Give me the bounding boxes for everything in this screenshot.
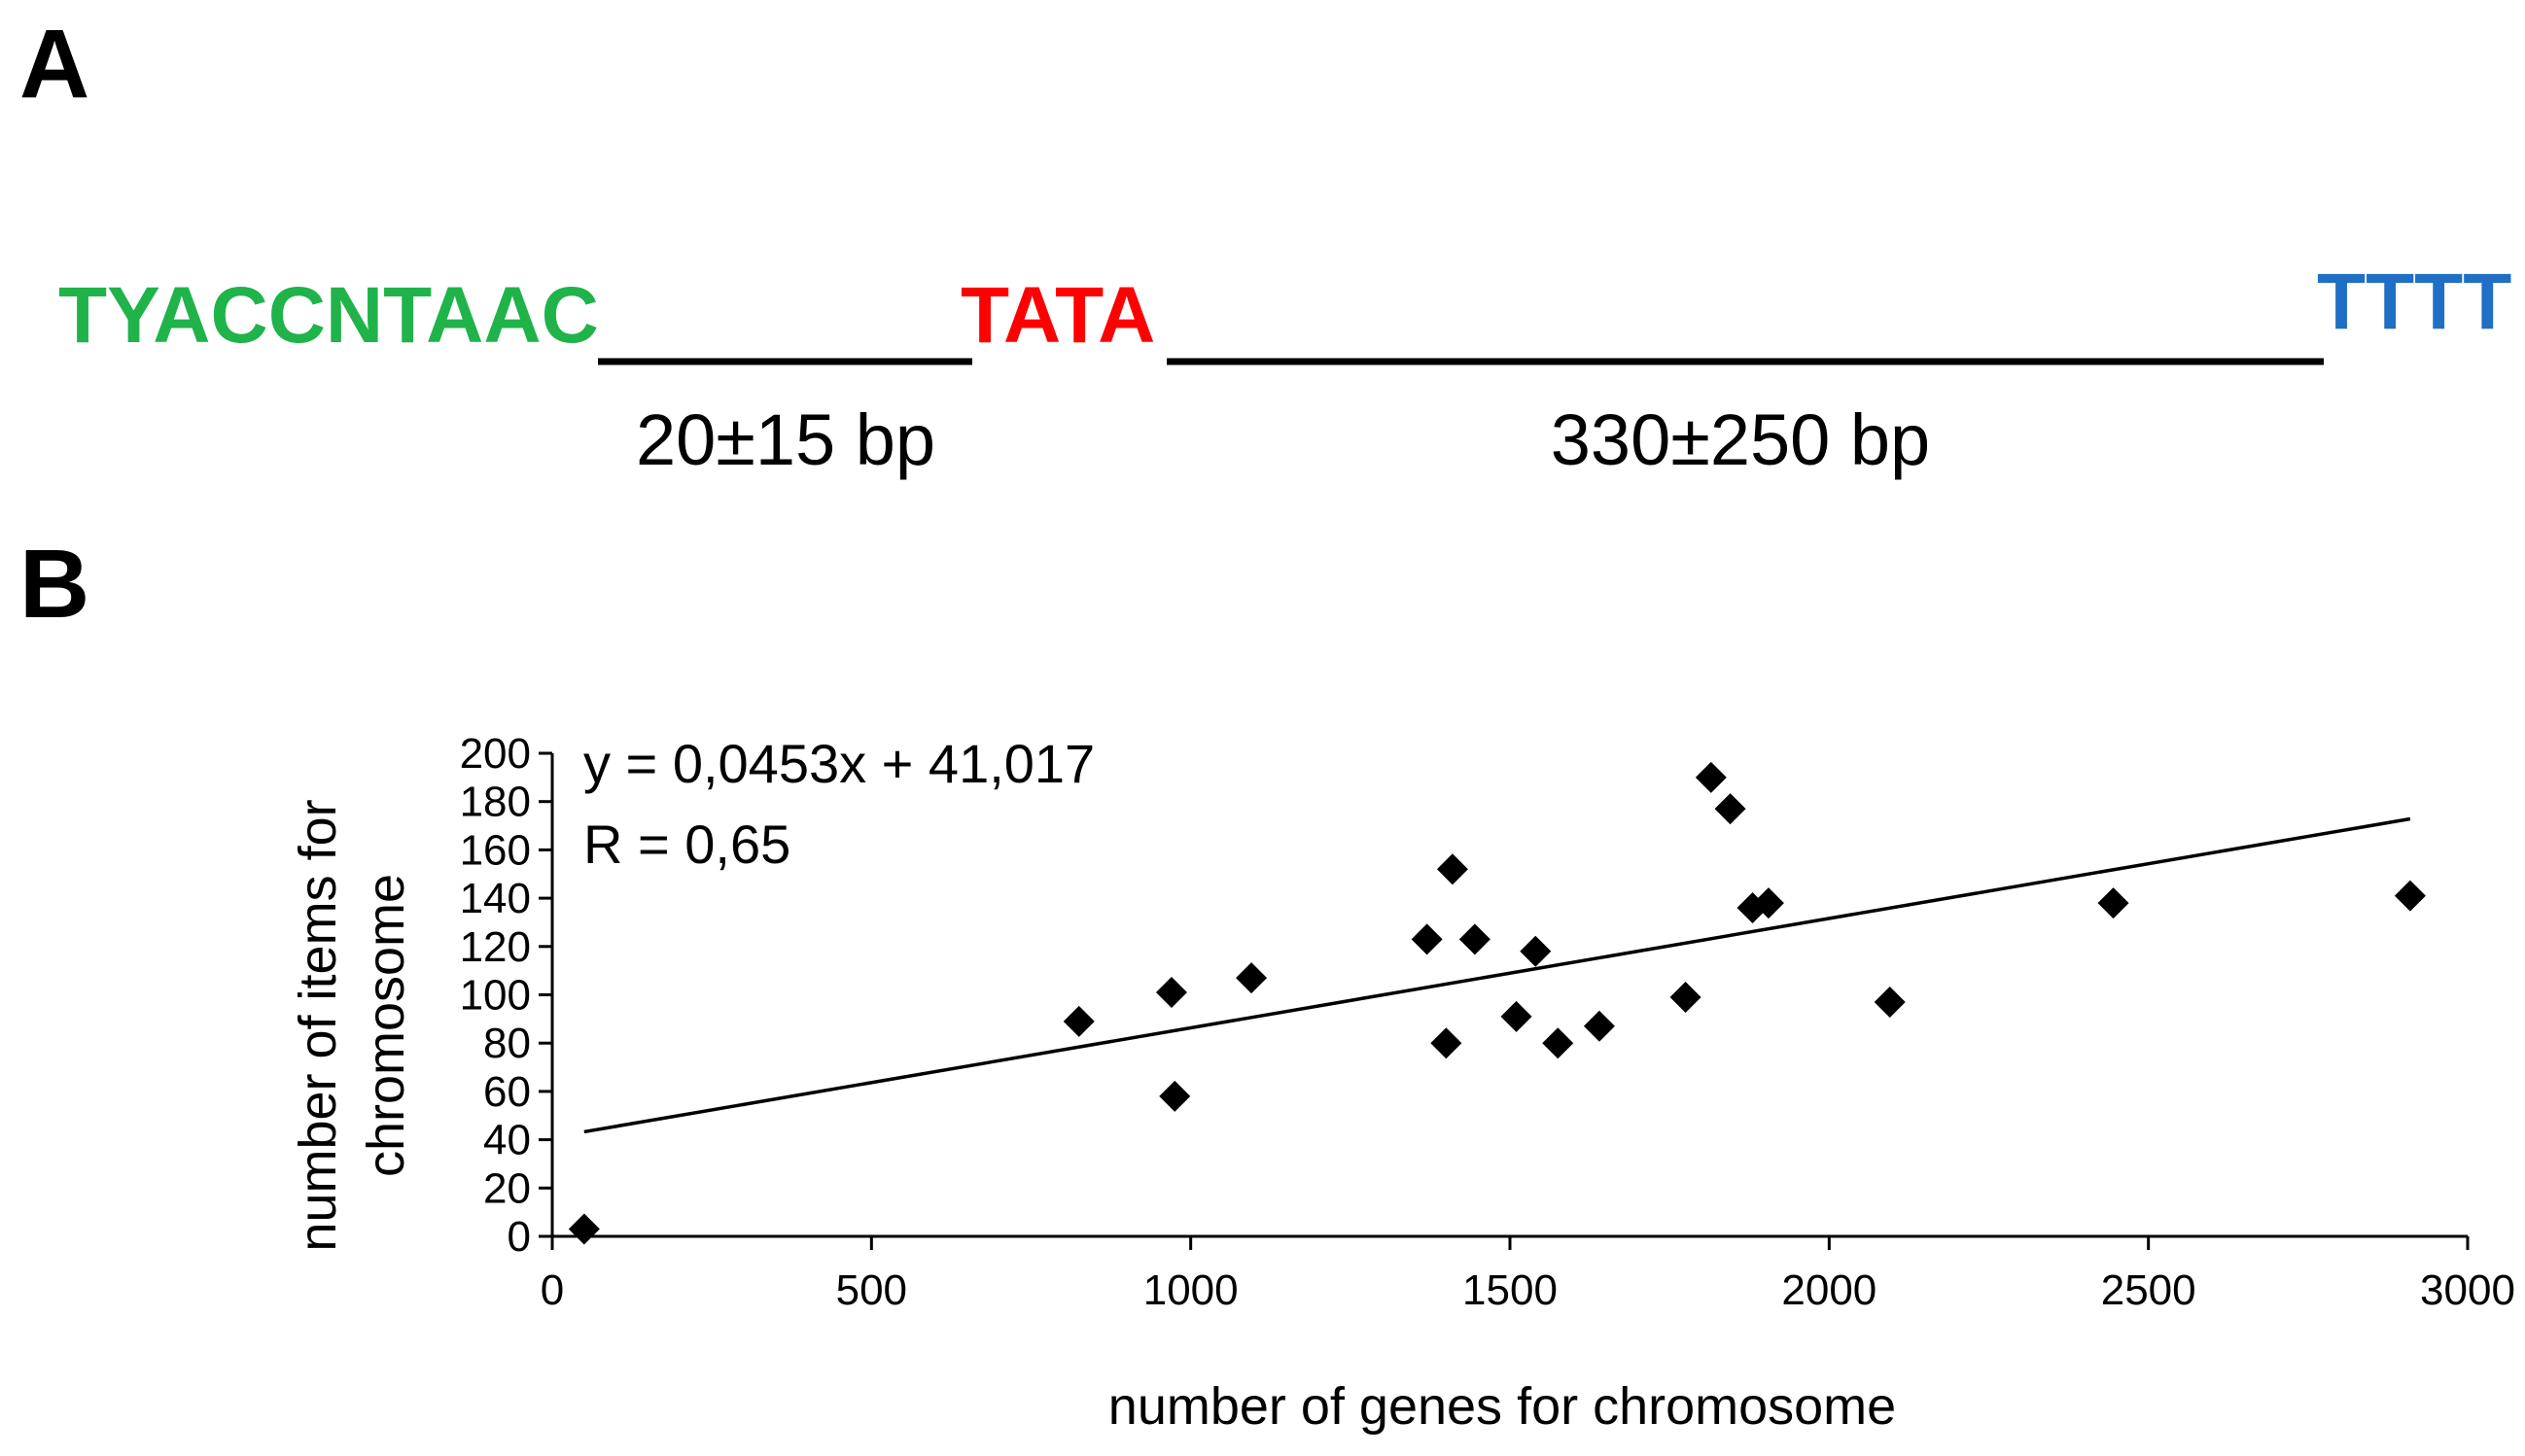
correlation-label: R = 0,65 (583, 814, 790, 875)
x-axis-title: number of genes for chromosome (1108, 1377, 1896, 1436)
data-point (1430, 1027, 1462, 1059)
x-tick-label: 500 (836, 1266, 907, 1314)
y-tick-label: 0 (508, 1213, 531, 1261)
y-tick-label: 180 (460, 779, 531, 826)
data-point (568, 1213, 600, 1245)
data-point (1411, 923, 1443, 955)
spacer-label-2: 330±250 bp (1551, 399, 1930, 480)
x-tick-label: 0 (541, 1266, 564, 1314)
trendline (583, 816, 2411, 1134)
x-tick-label: 2500 (2101, 1266, 2196, 1314)
y-tick-label: 80 (483, 1020, 531, 1067)
data-point (1236, 962, 1268, 994)
x-tick-label: 3000 (2420, 1266, 2515, 1314)
y-axis-title-line-2: chromosome (357, 874, 415, 1177)
data-point (1583, 1010, 1615, 1042)
data-point (1542, 1027, 1574, 1059)
data-point (1520, 935, 1552, 967)
motif-tata: TATA (961, 271, 1155, 360)
data-points (568, 761, 2426, 1245)
data-point (1155, 977, 1187, 1009)
data-point (1436, 853, 1468, 885)
y-tick-label: 40 (483, 1117, 531, 1164)
data-point (1695, 761, 1727, 793)
y-tick-label: 200 (460, 730, 531, 778)
data-point (1714, 793, 1746, 825)
x-axis: 0 500 1000 1500 2000 2500 3000 (541, 1234, 2515, 1314)
trendline-equation: y = 0,0453x + 41,017 (583, 733, 1095, 794)
panel-a-label: A (19, 10, 89, 119)
y-tick-label: 140 (460, 875, 531, 922)
data-point (1752, 887, 1784, 919)
x-tick-label: 1000 (1143, 1266, 1239, 1314)
data-point (1458, 923, 1490, 955)
y-tick-label: 120 (460, 923, 531, 971)
x-tick-label: 1500 (1462, 1266, 1558, 1314)
data-point (2097, 887, 2129, 919)
data-point (1874, 986, 1906, 1018)
motif-upstream: TYACCNTAAC (58, 271, 599, 360)
y-tick-label: 60 (483, 1068, 531, 1116)
y-tick-label: 100 (460, 972, 531, 1020)
data-point (1669, 981, 1701, 1013)
data-point (1500, 1000, 1532, 1032)
x-tick-label: 2000 (1781, 1266, 1876, 1314)
data-point (2394, 880, 2426, 912)
y-tick-label: 160 (460, 826, 531, 874)
y-axis-title-line-1: number of items for (289, 799, 347, 1251)
motif-polyt: TTTT (2317, 258, 2511, 346)
data-point (1159, 1080, 1191, 1112)
spacer-label-1: 20±15 bp (636, 399, 935, 480)
panel-b-label: B (19, 530, 89, 639)
y-tick-label: 20 (483, 1164, 531, 1212)
data-point (1063, 1005, 1095, 1037)
trendline-group (583, 816, 2411, 1134)
